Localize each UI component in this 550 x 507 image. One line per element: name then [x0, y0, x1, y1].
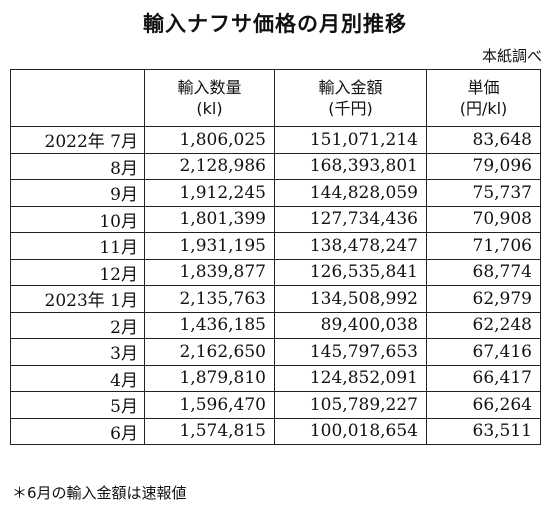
- cell-volume: 1,436,185: [144, 311, 275, 339]
- cell-period: 5月: [10, 391, 145, 419]
- cell-volume: 1,931,195: [144, 232, 275, 260]
- header-amount-unit: (千円): [328, 99, 373, 118]
- table-row: 10月 1,801,399 127,734,436 70,908: [10, 205, 541, 233]
- header-volume-name: 輸入数量: [177, 78, 242, 97]
- source-label: 本紙調べ: [481, 47, 542, 65]
- cell-period: 10月: [10, 205, 145, 233]
- header-unit-price-name: 単価: [467, 78, 500, 97]
- cell-amount: 105,789,227: [274, 391, 427, 419]
- cell-unit-price: 75,737: [426, 179, 541, 207]
- cell-amount: 89,400,038: [274, 311, 427, 339]
- cell-volume: 2,128,986: [144, 152, 275, 180]
- cell-unit-price: 62,979: [426, 285, 541, 313]
- cell-amount: 126,535,841: [274, 258, 427, 286]
- cell-unit-price: 67,416: [426, 338, 541, 366]
- cell-amount: 127,734,436: [274, 205, 427, 233]
- cell-volume: 1,596,470: [144, 391, 275, 419]
- cell-amount: 168,393,801: [274, 152, 427, 180]
- cell-amount: 144,828,059: [274, 179, 427, 207]
- cell-amount: 151,071,214: [274, 126, 427, 154]
- table-row: 2023年 1月 2,135,763 134,508,992 62,979: [10, 285, 541, 313]
- header-volume: 輸入数量 (kl): [144, 69, 275, 127]
- header-period: [10, 69, 145, 127]
- cell-period: 2月: [10, 311, 145, 339]
- cell-period: 6月: [10, 417, 145, 445]
- cell-unit-price: 63,511: [426, 417, 541, 445]
- cell-unit-price: 71,706: [426, 232, 541, 260]
- cell-volume: 2,135,763: [144, 285, 275, 313]
- header-unit-price: 単価 (円/kl): [426, 69, 541, 127]
- page-title: 輸入ナフサ価格の月別推移: [143, 12, 407, 36]
- table-row: 5月 1,596,470 105,789,227 66,264: [10, 391, 541, 419]
- table-row: 11月 1,931,195 138,478,247 71,706: [10, 232, 541, 260]
- cell-period: 9月: [10, 179, 145, 207]
- cell-unit-price: 79,096: [426, 152, 541, 180]
- cell-period: 11月: [10, 232, 145, 260]
- cell-amount: 138,478,247: [274, 232, 427, 260]
- table-row: 6月 1,574,815 100,018,654 63,511: [10, 417, 541, 445]
- cell-volume: 1,806,025: [144, 126, 275, 154]
- cell-volume: 1,879,810: [144, 364, 275, 392]
- cell-period: 2022年 7月: [10, 126, 145, 154]
- footnote: ＊6月の輸入金額は速報値: [12, 484, 187, 502]
- header-amount-name: 輸入金額: [318, 78, 383, 97]
- cell-period: 12月: [10, 258, 145, 286]
- cell-unit-price: 62,248: [426, 311, 541, 339]
- table-row: 2022年 7月 1,806,025 151,071,214 83,648: [10, 126, 541, 154]
- naphtha-price-table: 輸入数量 (kl) 輸入金額 (千円) 単価 (円/kl) 2022年 7月 1,…: [10, 69, 541, 445]
- cell-volume: 1,574,815: [144, 417, 275, 445]
- cell-volume: 1,912,245: [144, 179, 275, 207]
- cell-amount: 124,852,091: [274, 364, 427, 392]
- cell-period: 3月: [10, 338, 145, 366]
- header-amount: 輸入金額 (千円): [274, 69, 427, 127]
- cell-volume: 1,839,877: [144, 258, 275, 286]
- cell-unit-price: 66,417: [426, 364, 541, 392]
- cell-unit-price: 83,648: [426, 126, 541, 154]
- cell-volume: 1,801,399: [144, 205, 275, 233]
- header-unit-price-unit: (円/kl): [459, 99, 508, 118]
- table-row: 4月 1,879,810 124,852,091 66,417: [10, 364, 541, 392]
- cell-period: 8月: [10, 152, 145, 180]
- cell-amount: 134,508,992: [274, 285, 427, 313]
- table-row: 8月 2,128,986 168,393,801 79,096: [10, 152, 541, 180]
- table-row: 9月 1,912,245 144,828,059 75,737: [10, 179, 541, 207]
- header-volume-unit: (kl): [196, 99, 223, 118]
- table-body: 2022年 7月 1,806,025 151,071,214 83,648 8月 2,12…: [10, 126, 541, 445]
- cell-unit-price: 68,774: [426, 258, 541, 286]
- table-row: 3月 2,162,650 145,797,653 67,416: [10, 338, 541, 366]
- cell-period: 2023年 1月: [10, 285, 145, 313]
- cell-unit-price: 66,264: [426, 391, 541, 419]
- cell-amount: 145,797,653: [274, 338, 427, 366]
- table-row: 12月 1,839,877 126,535,841 68,774: [10, 258, 541, 286]
- table-header-row: 輸入数量 (kl) 輸入金額 (千円) 単価 (円/kl): [10, 69, 541, 127]
- cell-amount: 100,018,654: [274, 417, 427, 445]
- cell-unit-price: 70,908: [426, 205, 541, 233]
- cell-period: 4月: [10, 364, 145, 392]
- table-row: 2月 1,436,185 89,400,038 62,248: [10, 311, 541, 339]
- cell-volume: 2,162,650: [144, 338, 275, 366]
